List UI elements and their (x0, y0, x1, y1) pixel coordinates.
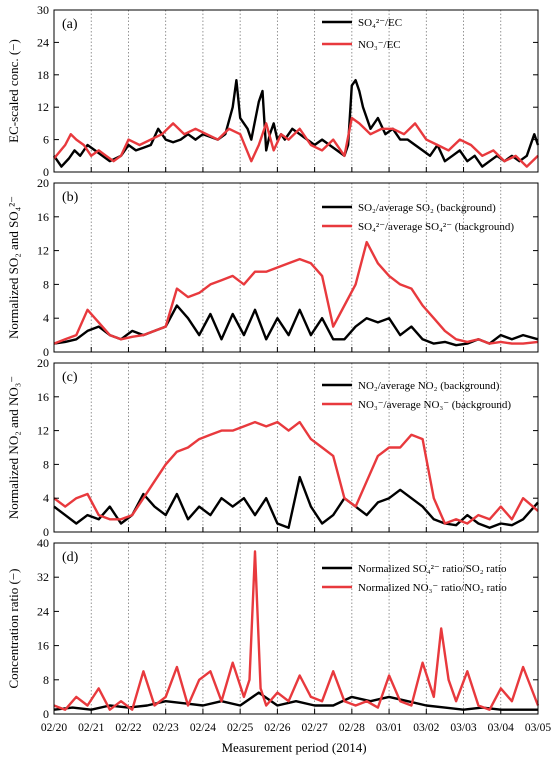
series-line-2 (53, 116, 539, 168)
x-tick-label: 02/23 (153, 722, 179, 734)
panel-label: (a) (62, 17, 78, 32)
y-tick-label: 40 (37, 536, 49, 550)
y-tick-label: 12 (37, 100, 49, 114)
panel-4: 0 8 16 24 32 40 Concentration ratio (−) (d) Norm… (6, 536, 540, 721)
y-tick-label: 24 (37, 35, 49, 49)
y-axis-title: Normalized SO₂ and SO₄²⁻ (6, 196, 21, 339)
plot-frame (53, 542, 539, 715)
x-tick-label: 02/24 (190, 722, 216, 734)
x-tick-label: 02/28 (339, 722, 365, 734)
plot-frame (53, 182, 539, 353)
y-tick-label: 0 (43, 165, 49, 179)
x-axis-title: Measurement period (2014) (221, 740, 366, 755)
panel-label: (c) (62, 370, 78, 385)
chart-panels: 0 6 12 18 24 30 EC-scaled conc. (−) (a) SO₄²⁻/EC… (6, 3, 540, 721)
x-tick-label: 02/22 (115, 722, 141, 734)
panel-2: 0 4 8 12 16 20 Normalized SO₂ and SO₄²⁻ (b) SO₂/… (6, 176, 539, 359)
legend-label-1: SO₄²⁻/EC (358, 17, 402, 29)
x-tick-label: 02/26 (264, 722, 290, 734)
x-tick-label: 02/27 (302, 722, 328, 734)
legend-label-2: NO₃⁻/EC (358, 39, 401, 51)
y-tick-label: 8 (43, 277, 49, 291)
y-tick-label: 12 (37, 244, 49, 258)
y-tick-label: 24 (37, 604, 49, 618)
y-tick-label: 0 (43, 525, 49, 539)
y-tick-label: 12 (37, 424, 49, 438)
y-axis-title: EC-scaled conc. (−) (6, 39, 21, 143)
x-tick-labels: 02/20 02/21 02/22 02/23 02/24 02/25 02/26 02/27… (41, 722, 551, 734)
x-tick-label: 03/04 (488, 722, 514, 734)
legend-label-2: SO₄²⁻/average SO₄²⁻ (background) (358, 221, 514, 233)
legend-label-1: SO₂/average SO₂ (background) (358, 202, 496, 214)
x-tick-label: 03/01 (376, 722, 402, 734)
series-line-1 (53, 304, 539, 347)
y-tick-label: 20 (37, 356, 49, 370)
y-tick-label: 0 (43, 707, 49, 721)
panel-1: 0 6 12 18 24 30 EC-scaled conc. (−) (a) SO₄²⁻/EC… (6, 3, 540, 179)
x-tick-label: 03/03 (450, 722, 476, 734)
series-line-1 (53, 78, 540, 168)
y-tick-label: 8 (43, 673, 49, 687)
x-tick-label: 03/02 (413, 722, 439, 734)
panel-label: (d) (62, 550, 79, 565)
y-tick-label: 32 (37, 570, 49, 584)
y-tick-label: 16 (37, 210, 49, 224)
series-line-1 (53, 691, 538, 711)
x-tick-label: 03/05 (525, 722, 551, 734)
series-line-2 (53, 420, 539, 525)
legend-label-2: Normalized NO₃⁻ ratio/NO₂ ratio (358, 582, 507, 594)
x-tick-label: 02/25 (227, 722, 253, 734)
legend-label-1: NO₂/average NO₂ (background) (358, 380, 500, 392)
plot-frame (53, 362, 539, 533)
panel-label: (b) (62, 190, 79, 205)
plot-frame (53, 9, 539, 173)
y-tick-label: 30 (37, 3, 49, 17)
y-tick-label: 16 (37, 639, 49, 653)
y-tick-label: 4 (43, 491, 49, 505)
y-axis-title: Concentration ratio (−) (6, 569, 21, 689)
series-line-2 (53, 240, 539, 345)
y-tick-label: 6 (43, 133, 49, 147)
y-tick-label: 16 (37, 390, 49, 404)
y-tick-label: 20 (37, 176, 49, 190)
y-tick-label: 8 (43, 457, 49, 471)
y-axis-title: Normalized NO₂ and NO₃⁻ (6, 376, 21, 519)
panel-3: 0 4 8 12 16 20 Normalized NO₂ and NO₃⁻ (c) NO₂/a… (6, 356, 539, 539)
y-tick-label: 4 (43, 311, 49, 325)
legend-label-1: Normalized SO₄²⁻ ratio/SO₂ ratio (358, 563, 507, 575)
series-line-2 (53, 550, 540, 711)
y-tick-label: 0 (43, 345, 49, 359)
x-tick-label: 02/20 (41, 722, 67, 734)
legend-label-2: NO₃⁻/average NO₃⁻ (background) (358, 399, 511, 411)
y-tick-label: 18 (37, 68, 49, 82)
series-line-1 (53, 475, 539, 529)
x-tick-label: 02/21 (78, 722, 104, 734)
